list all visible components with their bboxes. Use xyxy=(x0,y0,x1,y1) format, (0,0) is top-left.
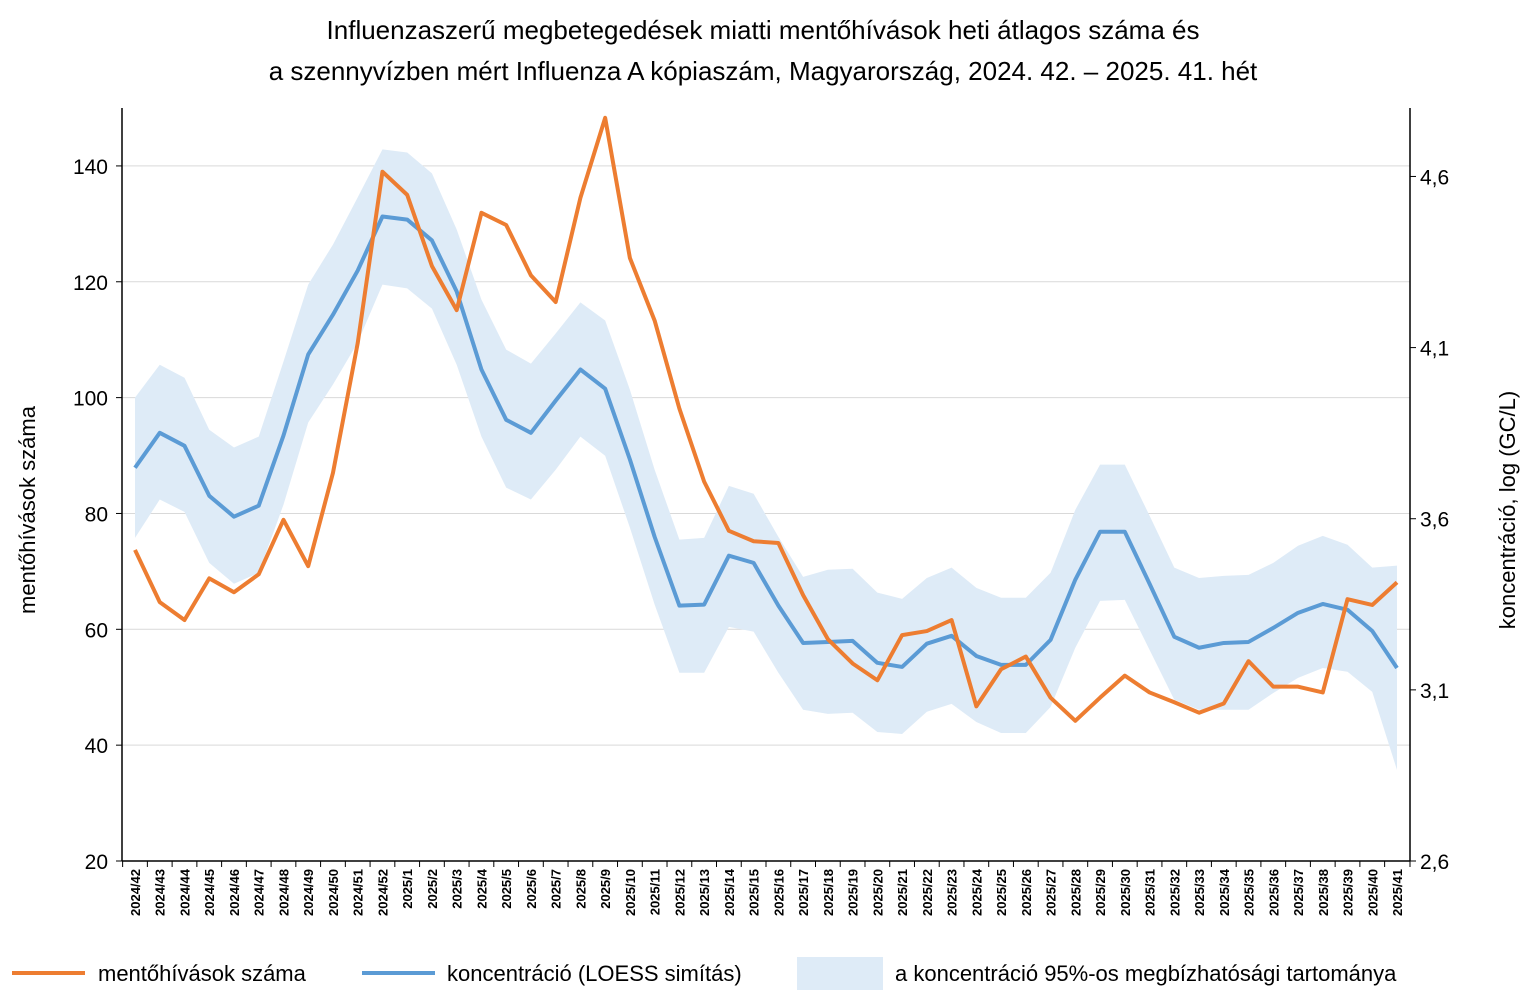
legend-label-concentration: koncentráció (LOESS simítás) xyxy=(447,961,742,986)
legend-label-band: a koncentráció 95%-os megbízhatósági tar… xyxy=(895,961,1397,986)
x-tick-label: 2024/47 xyxy=(252,869,267,916)
x-tick-label: 2025/1 xyxy=(400,869,415,909)
x-tick-label: 2025/13 xyxy=(697,869,712,916)
x-tick-label: 2025/32 xyxy=(1167,869,1182,916)
legend: mentőhívások száma koncentráció (LOESS s… xyxy=(12,957,1397,990)
gridlines xyxy=(122,165,1410,862)
x-tick-label: 2025/23 xyxy=(945,869,960,916)
x-tick-label: 2025/19 xyxy=(846,869,861,916)
series-lines xyxy=(133,115,1399,723)
x-tick-label: 2025/34 xyxy=(1217,868,1232,916)
x-tick-label: 2025/36 xyxy=(1266,869,1281,916)
calls-line xyxy=(133,115,1399,723)
x-tick-label: 2025/29 xyxy=(1093,869,1108,916)
x-tick-label: 2025/17 xyxy=(796,869,811,916)
x-tick-label: 2025/31 xyxy=(1143,869,1158,916)
x-tick-label: 2025/12 xyxy=(672,869,687,916)
x-tick-label: 2025/21 xyxy=(895,869,910,916)
axes: 20 40 60 80 100 120 140 2,6 3,1 3,6 4,1 4,6 2024/42 2… xyxy=(73,108,1449,916)
y2-tick-label: 4,6 xyxy=(1420,166,1449,189)
x-tick-label: 2025/11 xyxy=(648,869,663,915)
x-tick-label: 2025/2 xyxy=(425,869,440,909)
x-tick-label: 2025/8 xyxy=(573,869,588,909)
confidence-band-layer xyxy=(135,149,1397,770)
x-tick-label: 2025/37 xyxy=(1291,869,1306,916)
x-tick-label: 2024/48 xyxy=(276,869,291,916)
x-tick-label: 2025/24 xyxy=(969,868,984,916)
x-tick-label: 2025/18 xyxy=(821,869,836,916)
x-tick-label: 2025/7 xyxy=(549,869,564,909)
x-tick-label: 2025/38 xyxy=(1316,869,1331,916)
x-tick-label: 2024/50 xyxy=(326,869,341,916)
x-tick-label: 2025/9 xyxy=(598,869,613,909)
x-tick-label: 2025/15 xyxy=(747,869,762,916)
x-tick-label: 2024/52 xyxy=(375,869,390,916)
y2-tick-label: 3,1 xyxy=(1420,680,1449,703)
x-tick-label: 2025/41 xyxy=(1390,869,1405,916)
x-tick-label: 2025/40 xyxy=(1365,869,1380,916)
y-tick-label: 140 xyxy=(73,156,108,179)
x-tick-label: 2025/28 xyxy=(1068,869,1083,916)
x-tick-label: 2025/16 xyxy=(771,869,786,916)
x-tick-label: 2025/30 xyxy=(1118,869,1133,916)
y2-tick-label: 2,6 xyxy=(1420,851,1449,874)
x-tick-label: 2025/26 xyxy=(1019,869,1034,916)
x-tick-label: 2025/3 xyxy=(450,869,465,909)
chart-title-line-2: a szennyvízben mért Influenza A kópiaszá… xyxy=(269,56,1258,86)
y-axis-label: mentőhívások száma xyxy=(15,405,40,614)
x-tick-label: 2024/51 xyxy=(351,869,366,916)
y-tick-label: 120 xyxy=(73,272,108,295)
legend-label-calls: mentőhívások száma xyxy=(98,961,307,986)
x-tick-label: 2025/20 xyxy=(870,869,885,916)
y2-axis-label: koncentráció, log (GC/L) xyxy=(1495,391,1520,629)
x-tick-label: 2025/27 xyxy=(1044,869,1059,916)
x-tick-label: 2025/5 xyxy=(499,869,514,909)
x-tick-label: 2024/49 xyxy=(301,869,316,916)
x-tick-label: 2025/33 xyxy=(1192,869,1207,916)
x-tick-label: 2025/6 xyxy=(524,869,539,909)
confidence-band xyxy=(135,149,1397,770)
y-tick-label: 80 xyxy=(85,503,108,526)
x-tick-label: 2025/35 xyxy=(1242,869,1257,916)
concentration-line xyxy=(133,214,1399,670)
y2-tick-label: 4,1 xyxy=(1420,338,1449,361)
x-tick-label: 2025/14 xyxy=(722,868,737,916)
x-tick-label: 2024/42 xyxy=(128,869,143,916)
x-tick-label: 2025/4 xyxy=(474,868,489,909)
legend-swatch-band xyxy=(797,957,883,990)
y-tick-label: 100 xyxy=(73,388,108,411)
x-tick-label: 2024/45 xyxy=(202,869,217,916)
x-tick-label: 2024/43 xyxy=(153,869,168,916)
chart-title-line-1: Influenzaszerű megbetegedések miatti men… xyxy=(327,15,1200,45)
x-tick-label: 2025/22 xyxy=(920,869,935,916)
x-tick-label: 2025/25 xyxy=(994,869,1009,916)
x-tick-label: 2024/46 xyxy=(227,869,242,916)
y-tick-label: 20 xyxy=(85,851,108,874)
x-tick-label: 2025/39 xyxy=(1341,869,1356,916)
x-tick-label: 2024/44 xyxy=(177,868,192,916)
x-tick-label: 2025/10 xyxy=(623,869,638,916)
y-tick-label: 60 xyxy=(85,619,108,642)
y-tick-label: 40 xyxy=(85,735,108,758)
y2-tick-label: 3,6 xyxy=(1420,509,1449,532)
